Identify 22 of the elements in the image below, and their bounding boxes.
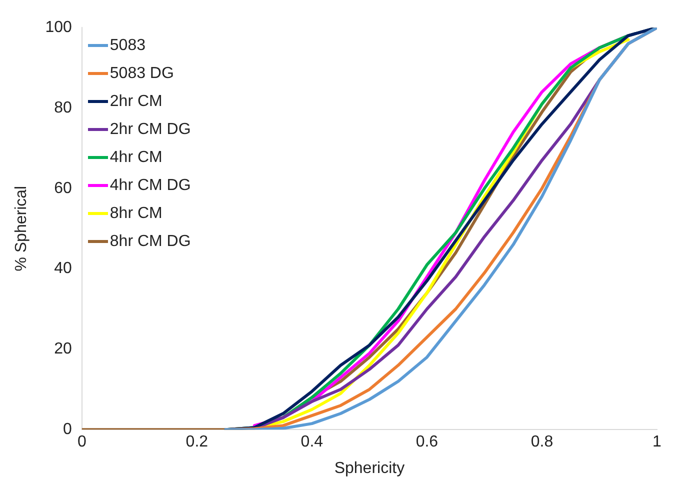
legend-label: 5083 DG xyxy=(110,64,174,84)
x-axis-title: Sphericity xyxy=(334,460,405,477)
legend-label: 8hr CM xyxy=(110,204,162,224)
legend-label: 4hr CM DG xyxy=(110,176,191,196)
x-tick-label: 0 xyxy=(77,434,86,451)
x-tick-label: 0.6 xyxy=(416,434,438,451)
y-tick-label: 80 xyxy=(54,99,72,116)
x-tick-label: 0.8 xyxy=(530,434,554,451)
legend-label: 2hr CM DG xyxy=(110,120,191,140)
x-tick-label: 0.2 xyxy=(186,434,208,451)
x-tick-label: 0.4 xyxy=(300,434,324,451)
y-tick-label: 100 xyxy=(45,19,72,36)
legend-label: 4hr CM xyxy=(110,148,162,168)
y-axis-title: % Spherical xyxy=(13,186,30,272)
legend-label: 8hr CM DG xyxy=(110,232,191,252)
x-tick-label: 1 xyxy=(652,434,662,451)
legend-label: 2hr CM xyxy=(110,92,162,112)
y-tick-label: 0 xyxy=(62,421,72,438)
legend-label: 5083 xyxy=(110,36,146,56)
y-tick-label: 60 xyxy=(54,180,72,197)
y-tick-label: 40 xyxy=(54,260,72,278)
y-tick-label: 20 xyxy=(54,340,72,358)
